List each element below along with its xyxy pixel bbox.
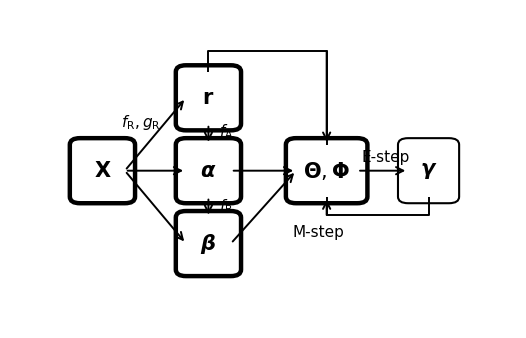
Text: $\boldsymbol{\alpha}$: $\boldsymbol{\alpha}$ [200,161,217,181]
FancyBboxPatch shape [286,138,367,203]
FancyBboxPatch shape [70,138,135,203]
Text: E-step: E-step [361,150,410,165]
Text: $f_\mathrm{A}$: $f_\mathrm{A}$ [219,122,233,141]
Text: $\boldsymbol{\gamma}$: $\boldsymbol{\gamma}$ [420,161,437,181]
Text: $\mathbf{r}$: $\mathbf{r}$ [203,88,215,108]
Text: $f_\mathrm{R}, g_\mathrm{R}$: $f_\mathrm{R}, g_\mathrm{R}$ [122,113,161,132]
Text: $\mathbf{X}$: $\mathbf{X}$ [94,161,112,181]
Text: $\boldsymbol{\beta}$: $\boldsymbol{\beta}$ [200,232,216,256]
Text: $\boldsymbol{\Theta}, \boldsymbol{\Phi}$: $\boldsymbol{\Theta}, \boldsymbol{\Phi}$ [303,160,350,182]
Text: $f_\mathrm{B}$: $f_\mathrm{B}$ [219,198,232,216]
FancyBboxPatch shape [176,65,241,130]
FancyBboxPatch shape [176,211,241,276]
Text: M-step: M-step [292,225,345,240]
FancyBboxPatch shape [176,138,241,203]
FancyBboxPatch shape [398,138,459,203]
